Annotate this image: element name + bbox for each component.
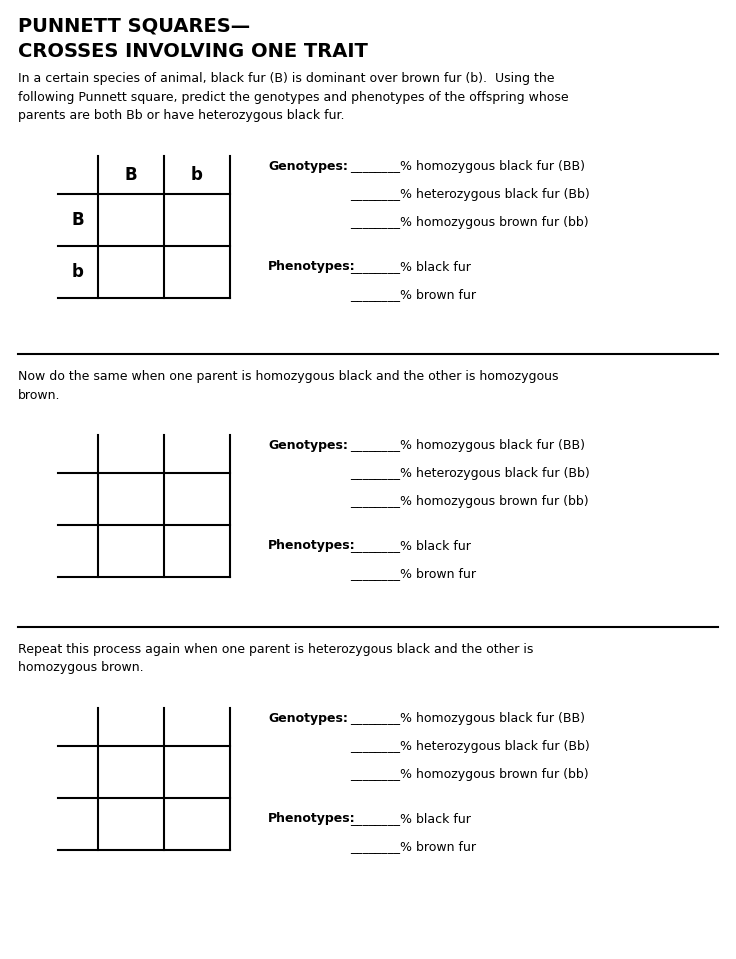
Text: Genotypes:: Genotypes: [268, 439, 348, 452]
Text: ________% heterozygous black fur (Bb): ________% heterozygous black fur (Bb) [350, 467, 590, 480]
Text: ________% heterozygous black fur (Bb): ________% heterozygous black fur (Bb) [350, 188, 590, 201]
Text: ________% black fur: ________% black fur [350, 260, 471, 273]
Text: Repeat this process again when one parent is heterozygous black and the other is: Repeat this process again when one paren… [18, 643, 534, 674]
Text: ________% homozygous brown fur (bb): ________% homozygous brown fur (bb) [350, 495, 589, 508]
Text: Now do the same when one parent is homozygous black and the other is homozygous
: Now do the same when one parent is homoz… [18, 370, 559, 402]
Text: b: b [72, 263, 84, 281]
Text: Genotypes:: Genotypes: [268, 712, 348, 725]
Text: ________% heterozygous black fur (Bb): ________% heterozygous black fur (Bb) [350, 739, 590, 753]
Text: ________% homozygous black fur (BB): ________% homozygous black fur (BB) [350, 439, 585, 452]
Text: ________% homozygous black fur (BB): ________% homozygous black fur (BB) [350, 712, 585, 725]
Text: Phenotypes:: Phenotypes: [268, 811, 355, 825]
Text: Phenotypes:: Phenotypes: [268, 539, 355, 551]
Text: PUNNETT SQUARES—: PUNNETT SQUARES— [18, 16, 250, 35]
Text: ________% brown fur: ________% brown fur [350, 288, 476, 301]
Text: ________% homozygous brown fur (bb): ________% homozygous brown fur (bb) [350, 767, 589, 781]
Text: B: B [71, 211, 85, 229]
Text: ________% brown fur: ________% brown fur [350, 567, 476, 580]
Text: In a certain species of animal, black fur (B) is dominant over brown fur (b).  U: In a certain species of animal, black fu… [18, 72, 569, 122]
Text: ________% black fur: ________% black fur [350, 811, 471, 825]
Text: Phenotypes:: Phenotypes: [268, 260, 355, 273]
Text: ________% brown fur: ________% brown fur [350, 840, 476, 853]
Text: ________% black fur: ________% black fur [350, 539, 471, 551]
Text: ________% homozygous brown fur (bb): ________% homozygous brown fur (bb) [350, 216, 589, 229]
Text: B: B [124, 166, 138, 184]
Text: CROSSES INVOLVING ONE TRAIT: CROSSES INVOLVING ONE TRAIT [18, 42, 368, 61]
Text: Genotypes:: Genotypes: [268, 160, 348, 174]
Text: ________% homozygous black fur (BB): ________% homozygous black fur (BB) [350, 160, 585, 174]
Text: b: b [191, 166, 203, 184]
